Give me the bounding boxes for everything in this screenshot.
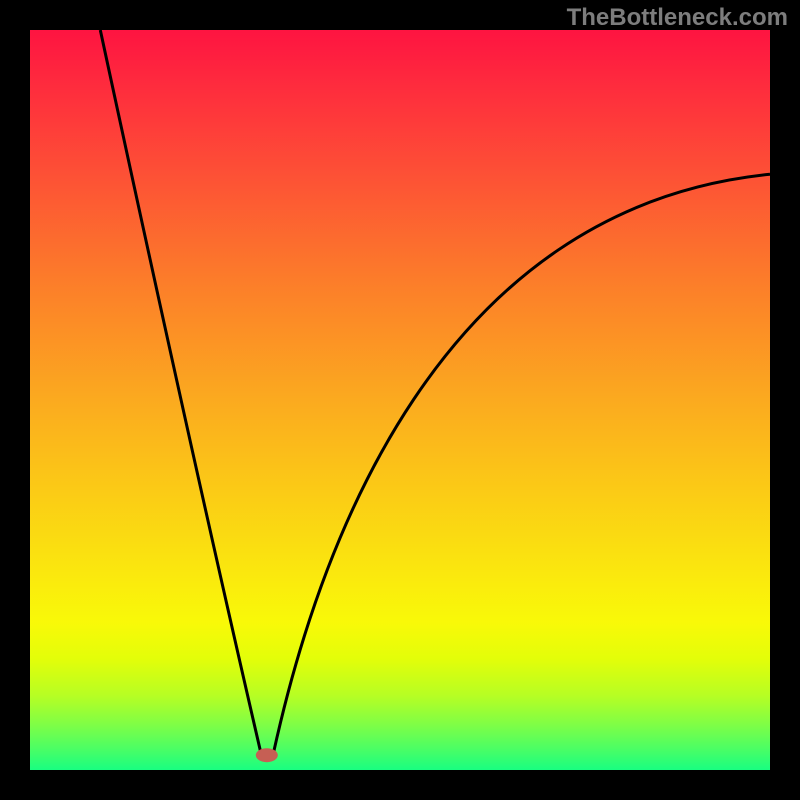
chart-gradient-background [30,30,770,770]
optimal-point-marker [256,748,278,762]
bottleneck-chart [0,0,800,800]
attribution-text: TheBottleneck.com [567,4,788,32]
